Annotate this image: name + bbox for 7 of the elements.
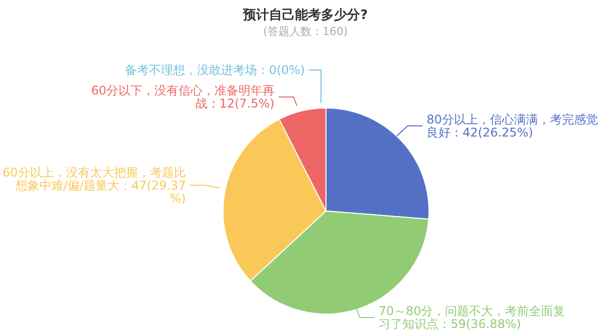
chart-subtitle: (答题人数：160) (262, 24, 349, 39)
slice-label: 60分以下，没有信心，准备明年再战：12(7.5%) (91, 84, 274, 110)
chart-title: 预计自己能考多少分? (242, 7, 369, 24)
slice-label: 80分以上，信心满满，考完感觉良好：42(26.25%) (426, 112, 598, 140)
slice-label: 70～80分，问题不大，考前全面复习了知识点：59(36.88%) (378, 304, 566, 331)
category-label: 备考不理想，没敢进考场：0(0%) (124, 63, 305, 77)
slice-label: 60分以上，没有太大把握，考题比想象中难/偏/题量大：47(29.37%) (2, 165, 186, 206)
